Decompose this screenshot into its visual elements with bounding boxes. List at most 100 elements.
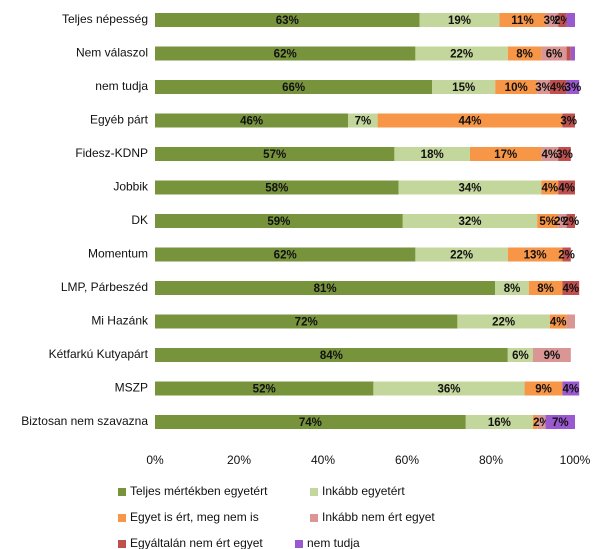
value-label: 62%	[274, 49, 297, 61]
y-tick-label: Nem válaszol	[76, 46, 148, 60]
legend-label: Egyet is ért, meg nem is	[130, 510, 259, 524]
legend-swatch	[118, 488, 126, 496]
bar-segment	[155, 247, 416, 262]
bar-segment	[528, 281, 563, 295]
bar-segment	[545, 415, 575, 429]
bar-segment	[155, 214, 403, 228]
bar-segment	[507, 348, 533, 362]
bar-segment	[402, 214, 538, 228]
value-label: 72%	[295, 317, 318, 329]
value-label: 3%	[565, 82, 582, 94]
legend-label: nem tudja	[307, 536, 360, 549]
value-label: 74%	[299, 417, 322, 429]
legend-swatch	[310, 488, 318, 496]
bar-segment	[155, 180, 399, 195]
bar-segment	[562, 247, 571, 262]
y-tick-label: Biztosan nem szavazna	[21, 414, 148, 428]
value-label: 10%	[505, 82, 528, 94]
bar-segment	[495, 281, 529, 295]
value-label: 32%	[458, 216, 481, 228]
y-tick-label: DK	[131, 213, 148, 227]
value-label: 6%	[546, 49, 563, 61]
legend-swatch	[310, 514, 318, 522]
bar-segment	[155, 281, 496, 295]
bar-segment	[465, 415, 533, 429]
bar-segment	[507, 46, 542, 61]
value-label: 18%	[421, 149, 444, 161]
value-label: 8%	[504, 283, 521, 295]
bar-segment	[566, 80, 580, 94]
bar-segment	[394, 147, 470, 161]
x-tick-label: 20%	[227, 453, 251, 467]
value-label: 16%	[488, 417, 511, 429]
bar-segment	[537, 415, 546, 429]
value-label: 9%	[535, 384, 552, 396]
value-label: 2%	[554, 15, 571, 27]
bar-segment	[533, 415, 538, 429]
bar-segment	[377, 113, 563, 128]
value-label: 62%	[274, 250, 297, 262]
legend-label: Egyáltalán nem ért egyet	[130, 536, 263, 549]
y-tick-label: Teljes népesség	[62, 12, 148, 26]
bar-segment	[398, 180, 542, 195]
bar-segment	[558, 180, 575, 195]
value-label: 2%	[533, 417, 550, 429]
value-label: 22%	[492, 317, 515, 329]
bar-segment	[558, 147, 571, 161]
bar-segment	[155, 348, 508, 362]
bar-segment	[537, 214, 559, 228]
bar-segment	[566, 214, 575, 228]
bar-segment	[562, 381, 580, 396]
value-label: 3%	[556, 149, 573, 161]
bar-segment	[432, 80, 496, 94]
value-label: 52%	[253, 384, 276, 396]
value-label: 4%	[562, 384, 579, 396]
y-tick-label: Kétfarkú Kutyapárt	[49, 347, 149, 361]
x-tick-label: 80%	[479, 453, 503, 467]
bar-segment	[155, 113, 349, 128]
value-label: 66%	[282, 82, 305, 94]
bar-segment	[155, 314, 458, 329]
value-label: 2%	[562, 216, 579, 228]
y-tick-label: Fidesz-KDNP	[75, 146, 148, 160]
bar-segment	[541, 147, 559, 161]
bar-segment	[545, 13, 559, 27]
y-tick-label: Momentum	[88, 247, 148, 261]
bar-segment	[562, 113, 575, 128]
x-tick-label: 40%	[311, 453, 335, 467]
y-tick-label: Egyéb párt	[90, 113, 149, 127]
bar-segment	[541, 46, 567, 61]
value-label: 8%	[516, 49, 533, 61]
bar-segment	[541, 180, 559, 195]
value-label: 22%	[450, 250, 473, 262]
y-tick-label: nem tudja	[95, 79, 148, 93]
value-label: 58%	[265, 183, 288, 195]
value-label: 84%	[320, 350, 343, 362]
bar-segment	[558, 13, 567, 27]
bar-segment	[533, 348, 571, 362]
value-label: 36%	[437, 384, 460, 396]
value-label: 5%	[539, 216, 556, 228]
bar-segment	[155, 381, 374, 396]
bar-segment	[155, 147, 395, 161]
bar-segment	[457, 314, 550, 329]
bar-segment	[549, 314, 567, 329]
y-tick-label: Mi Hazánk	[91, 314, 149, 328]
value-label: 4%	[562, 283, 579, 295]
bar-segment	[348, 113, 378, 128]
legend-label: Inkább nem ért egyet	[322, 510, 435, 524]
value-label: 7%	[355, 116, 372, 128]
value-label: 3%	[535, 82, 552, 94]
value-label: 19%	[448, 15, 471, 27]
legend-label: Inkább egyetért	[322, 484, 405, 498]
value-label: 2%	[554, 216, 571, 228]
value-label: 34%	[458, 183, 481, 195]
bar-segment	[570, 46, 575, 61]
value-label: 57%	[263, 149, 286, 161]
value-label: 15%	[452, 82, 475, 94]
legend-swatch	[118, 540, 126, 548]
bar-segment	[562, 281, 580, 295]
value-label: 4%	[541, 183, 558, 195]
value-label: 3%	[544, 15, 561, 27]
value-label: 22%	[450, 49, 473, 61]
